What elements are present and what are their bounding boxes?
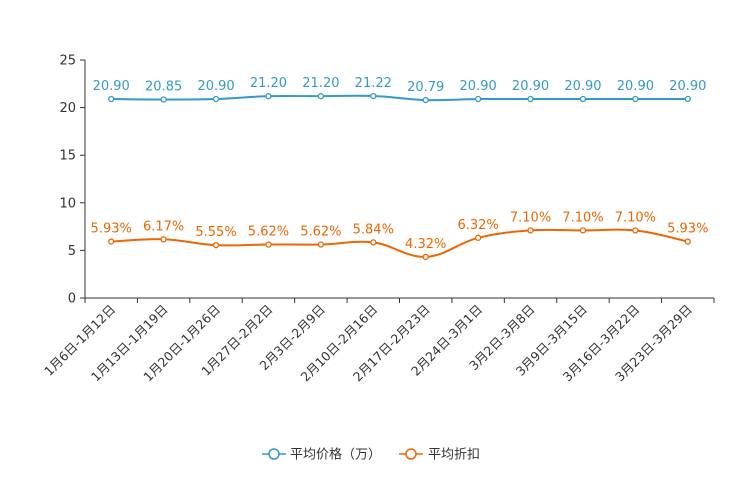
- data-label: 20.90: [512, 79, 549, 94]
- data-label: 7.10%: [615, 210, 656, 225]
- data-point: [527, 95, 534, 103]
- data-label: 20.90: [564, 79, 601, 94]
- data-label: 20.90: [460, 79, 497, 94]
- data-point: [108, 238, 115, 245]
- data-label: 20.90: [617, 79, 654, 94]
- data-label: 21.22: [355, 76, 392, 91]
- y-tick-label: 15: [59, 149, 76, 164]
- y-tick-label: 10: [59, 196, 76, 211]
- data-point: [160, 236, 167, 243]
- data-label: 5.62%: [300, 224, 341, 239]
- legend-label: 平均价格（万）: [290, 447, 381, 463]
- y-tick-label: 25: [59, 54, 76, 69]
- data-point: [317, 93, 325, 100]
- data-point: [265, 93, 272, 100]
- data-label: 21.20: [250, 76, 287, 91]
- data-label: 20.79: [407, 80, 444, 95]
- data-point: [370, 239, 377, 246]
- data-point: [527, 227, 534, 234]
- y-tick-label: 5: [68, 244, 76, 259]
- data-point: [212, 95, 220, 103]
- series-line: [111, 228, 689, 258]
- data-label: 21.20: [302, 76, 339, 91]
- data-label: 20.85: [145, 80, 182, 95]
- data-label: 5.62%: [248, 224, 289, 239]
- data-label: 6.32%: [457, 218, 498, 233]
- data-point: [265, 241, 272, 248]
- series-avg-price: 20.90 20.85 20.90 21.20 21.20 21.22 20.79 20.90…: [93, 76, 706, 104]
- data-point: [684, 238, 691, 245]
- y-tick-label: 0: [68, 292, 76, 307]
- legend-marker: [405, 448, 417, 460]
- legend-item-avg-price[interactable]: 平均价格（万）: [262, 447, 381, 463]
- legend[interactable]: 平均价格（万） 平均折扣: [262, 447, 480, 463]
- data-label: 7.10%: [510, 210, 551, 225]
- data-point: [212, 242, 220, 249]
- data-point: [370, 92, 377, 100]
- series-avg-discount: 5.93% 6.17% 5.55% 5.62% 5.62% 5.84% 4.32% 6.32%…: [91, 210, 708, 261]
- data-point: [474, 234, 482, 241]
- data-point: [684, 95, 691, 103]
- data-label: 5.55%: [195, 225, 236, 240]
- legend-item-avg-discount[interactable]: 平均折扣: [399, 448, 480, 463]
- series-layer: 20.90 20.85 20.90 21.20 21.20 21.22 20.79 20.90…: [91, 76, 708, 261]
- y-tick-label: 20: [59, 101, 76, 116]
- data-label: 5.93%: [667, 222, 708, 237]
- legend-label: 平均折扣: [428, 448, 480, 463]
- data-point: [474, 95, 482, 103]
- data-label: 6.17%: [143, 219, 184, 234]
- data-label: 20.90: [197, 79, 234, 94]
- legend-marker: [268, 448, 280, 460]
- data-point: [422, 253, 429, 261]
- data-point: [632, 227, 639, 234]
- data-label: 4.32%: [405, 237, 446, 252]
- data-point: [579, 227, 587, 234]
- data-label: 7.10%: [562, 210, 603, 225]
- data-point: [632, 95, 639, 103]
- data-label: 20.90: [93, 79, 130, 94]
- data-point: [108, 95, 115, 103]
- data-point: [317, 241, 325, 248]
- series-line: [111, 94, 688, 102]
- data-label: 5.84%: [353, 222, 394, 237]
- data-label: 5.93%: [91, 222, 132, 237]
- data-point: [160, 96, 167, 103]
- data-point: [422, 96, 429, 104]
- data-label: 20.90: [669, 79, 706, 94]
- data-point: [579, 95, 587, 103]
